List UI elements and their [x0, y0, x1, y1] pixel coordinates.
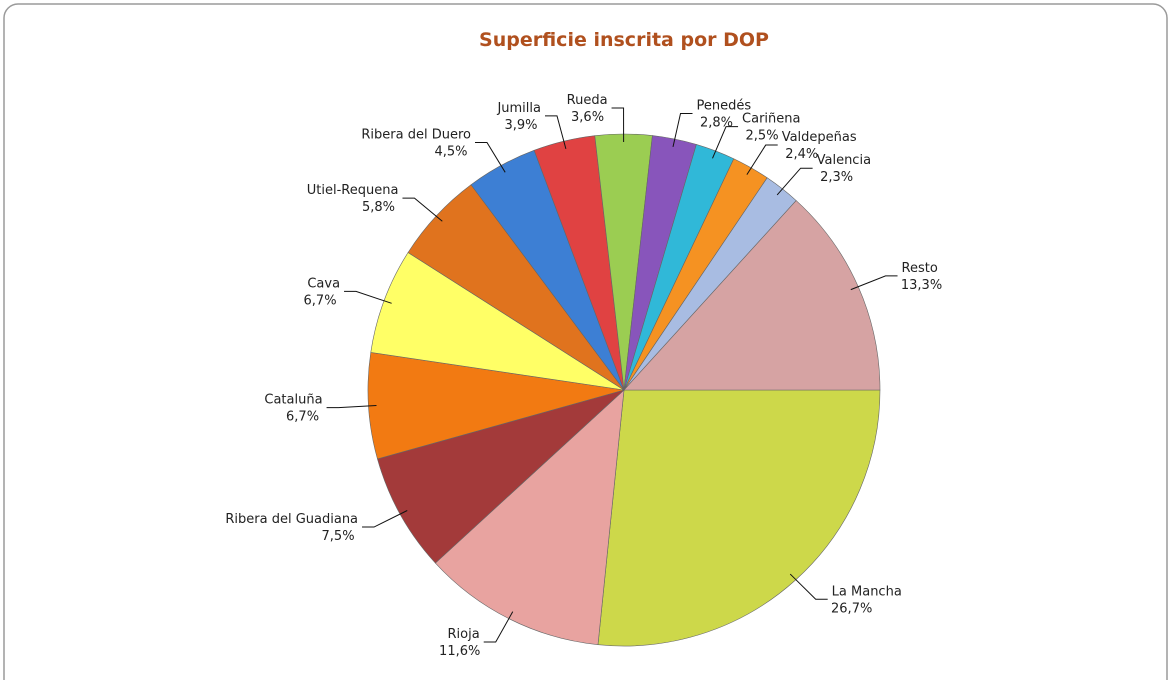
slice-value-label: 2,8% — [700, 116, 733, 131]
slice-value-label: 2,3% — [820, 170, 853, 185]
slice-label: Utiel-Requena — [307, 183, 399, 198]
slice-label: Valdepeñas — [782, 130, 857, 145]
slice-value-label: 2,4% — [785, 147, 818, 162]
slice-value-label: 13,3% — [901, 278, 942, 293]
slice-value-label: 4,5% — [434, 144, 467, 159]
slice-label: Cariñena — [742, 112, 800, 127]
slice-label: Penedés — [697, 99, 752, 114]
slice-value-label: 3,9% — [504, 118, 537, 133]
leader-line — [326, 405, 377, 409]
slice-value-label: 6,7% — [286, 410, 319, 425]
slice-label: Ribera del Guadiana — [225, 512, 358, 527]
slice-label: Cava — [307, 276, 340, 291]
slice-value-label: 26,7% — [831, 601, 872, 616]
slice-value-label: 2,5% — [746, 129, 779, 144]
slice-value-label: 11,6% — [439, 644, 480, 659]
slice-label: Jumilla — [496, 101, 541, 116]
slice-value-label: 3,6% — [571, 110, 604, 125]
leader-line — [402, 197, 443, 222]
leader-line — [483, 611, 514, 643]
leader-line — [712, 126, 739, 159]
leader-line — [362, 510, 408, 528]
slice-value-label: 5,8% — [362, 200, 395, 215]
leader-line — [611, 107, 625, 143]
leader-line — [544, 115, 567, 150]
leader-line — [850, 275, 898, 291]
slice-label: Resto — [902, 261, 938, 276]
slice-label: Valencia — [817, 153, 871, 168]
leader-line — [746, 144, 778, 175]
slice-label: Ribera del Duero — [361, 127, 471, 142]
slice-label: Rioja — [448, 627, 480, 642]
slice-label: La Mancha — [832, 584, 902, 599]
slice-value-label: 6,7% — [304, 293, 337, 308]
leader-line — [789, 573, 828, 600]
slice-value-label: 7,5% — [322, 529, 355, 544]
leader-line — [672, 113, 693, 147]
leader-line — [776, 167, 813, 196]
leader-line — [344, 290, 392, 304]
slice-label: Cataluña — [264, 393, 322, 408]
slice-label: Rueda — [567, 93, 608, 108]
leader-line — [474, 141, 506, 173]
chart-title: Superficie inscrita por DOP — [479, 29, 769, 51]
